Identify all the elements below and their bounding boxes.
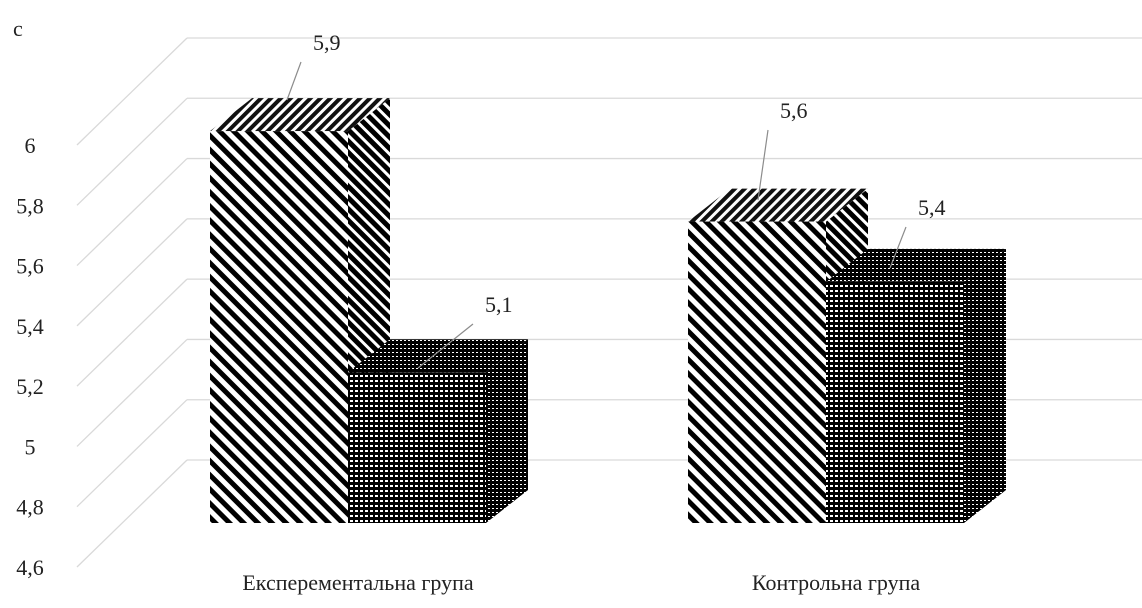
y-tick-label: 4,8: [16, 495, 44, 520]
bar-top-face: [348, 339, 528, 373]
bar-side-face: [964, 248, 1006, 523]
x-category-label: Експерементальна група: [242, 570, 474, 595]
label-leader-line: [889, 226, 907, 269]
y-axis: 4,6 4,8 5 5,2 5,4 5,6 5,8 6: [16, 133, 44, 580]
bar-side-face: [486, 339, 528, 523]
data-label: 5,6: [780, 98, 808, 123]
bar-top-face: [688, 188, 868, 222]
bar: [688, 221, 826, 524]
y-axis-unit-label: с: [13, 16, 23, 41]
y-tick-label: 4,6: [16, 555, 44, 580]
gridline-diagonal: [76, 158, 188, 267]
x-category-label: Контрольна група: [752, 570, 921, 595]
gridline-diagonal: [76, 37, 188, 146]
label-leader-line: [757, 129, 769, 201]
y-tick-label: 5,2: [16, 374, 44, 399]
data-label: 5,9: [313, 30, 341, 55]
label-leader-line: [286, 61, 302, 101]
y-tick-label: 5,8: [16, 193, 44, 218]
y-tick-label: 6: [25, 133, 36, 158]
bar: [348, 372, 486, 523]
y-tick-label: 5,4: [16, 314, 44, 339]
gridline-diagonal: [76, 399, 188, 508]
data-label: 5,1: [485, 292, 513, 317]
y-tick-label: 5,6: [16, 254, 44, 279]
bars: [210, 98, 1006, 524]
gridline-diagonal: [76, 97, 188, 206]
data-labels: 5,9 5,1 5,6 5,4: [286, 30, 946, 369]
bar-top-face: [210, 98, 390, 132]
gridline-diagonal: [76, 338, 188, 447]
gridline-diagonal: [76, 459, 188, 568]
gridline-diagonal: [76, 278, 188, 387]
bar: [210, 131, 348, 523]
data-label: 5,4: [918, 195, 946, 220]
bar: [826, 281, 964, 523]
y-tick-label: 5: [25, 434, 36, 459]
gridline-diagonal: [76, 218, 188, 327]
x-axis: Експерементальна група Контрольна група: [242, 570, 920, 595]
bar-top-face: [826, 248, 1006, 282]
label-leader-line: [417, 323, 474, 369]
